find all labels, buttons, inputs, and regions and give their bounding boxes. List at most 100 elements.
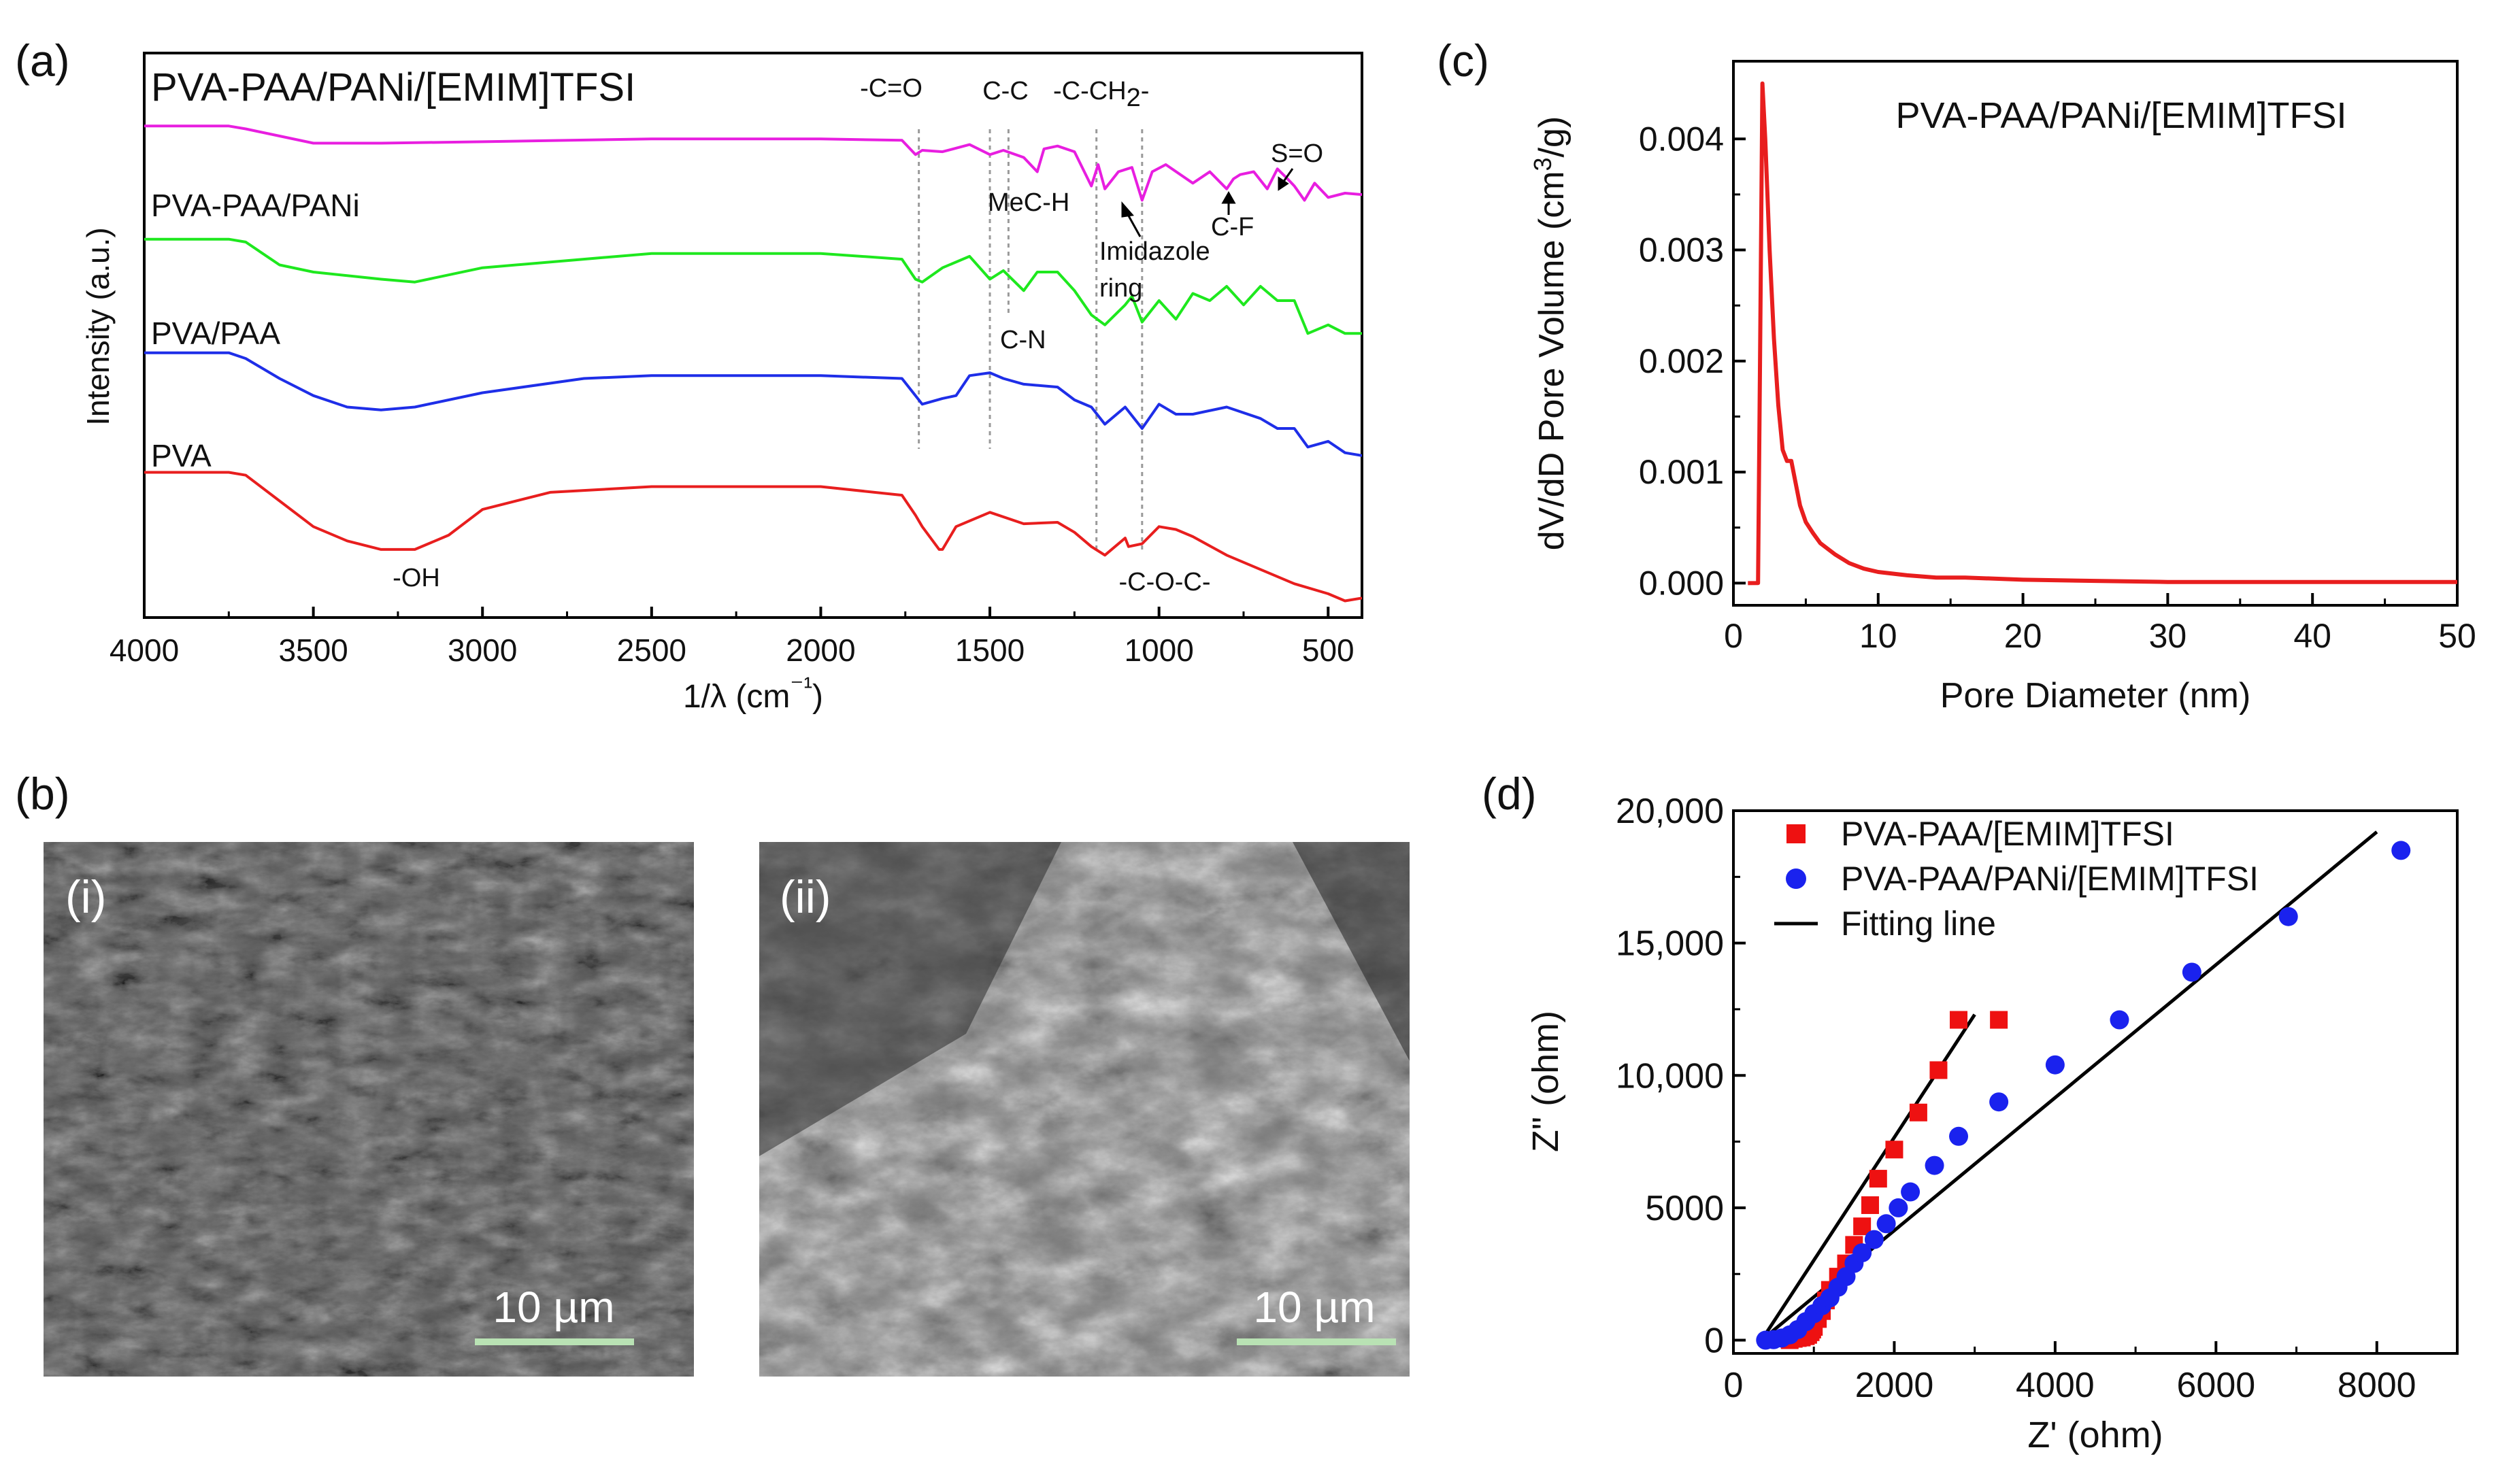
nyquist-legend: PVA-PAA/[EMIM]TFSI PVA-PAA/PANi/[EMIM]TFS… [1774, 815, 2259, 943]
panel-a-label: (a) [15, 35, 70, 86]
pore-y-tick-label-0-004: 0.004 [1639, 120, 1724, 158]
nyquist-x-tick-label-2000: 2000 [1855, 1366, 1934, 1405]
ftir-x-axis-label: 1/λ (cm⁻¹) [683, 673, 823, 715]
pore-y-tick-label-0-000: 0.000 [1639, 564, 1724, 602]
pore-x-tick-label-0: 0 [1724, 617, 1743, 655]
ftir-series-label-pva: PVA [151, 438, 212, 473]
annotation-cc: C-C [982, 77, 1029, 105]
nyquist-x-tick-label-0: 0 [1724, 1366, 1744, 1405]
pore-y-label-sup: 3 [1529, 157, 1557, 171]
annotation-coc: -C-O-C- [1118, 568, 1210, 596]
annotation-oh: -OH [393, 564, 440, 592]
sem-image-ii-label: (ii) [780, 871, 831, 923]
pore-y-ticks: 0.000 0.001 0.002 0.003 0.004 [1639, 120, 1746, 602]
nyquist-point-pva-paa-pani-emim-tfsi [2110, 1010, 2129, 1030]
ftir-series-labels: PVA-PAA/PANi/[EMIM]TFSI PVA-PAA/PANi PVA/P… [151, 65, 635, 473]
nyquist-point-pva-paa-pani-emim-tfsi [2278, 907, 2298, 926]
ftir-x-tick-label-1000: 1000 [1124, 633, 1193, 668]
nyquist-x-tick-label-8000: 8000 [2338, 1366, 2416, 1405]
annotation-cn: C-N [1000, 326, 1046, 354]
nyquist-point-pva-paa-emim-tfsi [1869, 1170, 1887, 1188]
nyquist-point-pva-paa-pani-emim-tfsi [1925, 1156, 1944, 1175]
ftir-series-label-pva-paa-pani: PVA-PAA/PANi [151, 188, 360, 223]
nyquist-point-pva-paa-pani-emim-tfsi [2391, 841, 2411, 860]
annotation-imidazole: Imidazole [1099, 237, 1210, 266]
sem-image-ii-dark-corner [1293, 842, 1410, 1061]
pore-x-tick-label-30: 30 [2149, 617, 2187, 655]
panel-c-label: (c) [1437, 35, 1489, 86]
arrow-so-head [1278, 176, 1289, 191]
ftir-reference-lines [918, 129, 1144, 551]
nyquist-legend-label-pva-paa-emim-tfsi: PVA-PAA/[EMIM]TFSI [1841, 815, 2174, 853]
ftir-line-pva [144, 471, 1362, 603]
ftir-x-label-tail: ) [812, 679, 823, 715]
sem-image-ii-scale-text: 10 µm [1253, 1283, 1375, 1332]
annotation-cch2-tail: - [1141, 77, 1150, 105]
ftir-x-tick-label-3500: 3500 [278, 633, 348, 668]
nyquist-legend-swatch-pva-paa-emim-tfsi [1786, 824, 1806, 843]
ftir-line-pva-paa-pani-emim-tfsi [144, 124, 1362, 202]
ftir-annotation-arrows [1121, 168, 1294, 237]
pore-x-axis-label: Pore Diameter (nm) [1940, 676, 2251, 715]
nyquist-point-pva-paa-pani-emim-tfsi [1949, 1126, 1969, 1146]
panel-d-label: (d) [1482, 769, 1537, 819]
nyquist-point-pva-paa-emim-tfsi [1909, 1103, 1927, 1122]
arrow-imidazole-head [1121, 201, 1134, 218]
ftir-annotations: -C=O C-C -C-CH2- MeC-H Imidazole ring C-… [393, 74, 1323, 596]
ftir-x-tick-label-500: 500 [1302, 633, 1354, 668]
sem-image-i-label: (i) [65, 871, 106, 923]
ftir-x-label-main: 1/λ (cm [683, 679, 790, 715]
nyquist-point-pva-paa-emim-tfsi [1861, 1196, 1879, 1215]
ftir-x-label-sup: ⁻¹ [790, 673, 812, 701]
annotation-carbonyl: -C=O [860, 74, 922, 103]
pore-x-tick-label-10: 10 [1859, 617, 1897, 655]
annotation-cch2-base: -C-CH [1053, 77, 1127, 105]
pore-y-axis-label: dV/dD Pore Volume (cm3/g) [1529, 116, 1572, 551]
sem-image-i-scale-bar [475, 1338, 634, 1345]
sem-image-i-scale-text: 10 µm [493, 1283, 614, 1332]
ftir-line-pva-paa [144, 351, 1362, 457]
pore-chart-title: PVA-PAA/PANi/[EMIM]TFSI [1895, 95, 2346, 136]
arrow-cf-head [1221, 190, 1236, 204]
nyquist-x-axis-label: Z' (ohm) [2027, 1415, 2163, 1455]
nyquist-point-pva-paa-pani-emim-tfsi [2182, 962, 2201, 982]
sem-images: (i) 10 µm (ii) 10 µm [44, 842, 1410, 1377]
nyquist-legend-swatch-pva-paa-pani-emim-tfsi [1786, 869, 1806, 889]
nyquist-y-tick-label-0: 0 [1704, 1321, 1724, 1361]
nyquist-point-pva-paa-emim-tfsi [1929, 1061, 1948, 1079]
pore-x-tick-label-40: 40 [2293, 617, 2331, 655]
nyquist-point-pva-paa-pani-emim-tfsi [1989, 1092, 2009, 1112]
nyquist-x-tick-label-4000: 4000 [2016, 1366, 2095, 1405]
nyquist-chart: 0 2000 4000 6000 8000 0 5000 10,000 15,000 20,00… [1525, 792, 2459, 1455]
nyquist-point-pva-paa-pani-emim-tfsi [1852, 1243, 1872, 1263]
pore-plot-frame [1732, 60, 2459, 607]
nyquist-point-pva-paa-emim-tfsi [1990, 1011, 2008, 1029]
panel-b-label: (b) [15, 769, 70, 819]
pore-line-pva-paa-pani-emim-tfsi [1748, 81, 2457, 586]
annotation-mech: MeC-H [988, 188, 1069, 217]
annotation-ring: ring [1099, 274, 1142, 303]
ftir-chart: 4000 3500 3000 2500 2000 1500 1000 500 PVA-PAA/… [80, 52, 1363, 715]
nyquist-legend-label-pva-paa-pani-emim-tfsi: PVA-PAA/PANi/[EMIM]TFSI [1841, 860, 2259, 898]
sem-image-i-shade [44, 842, 694, 1377]
pore-series [1748, 81, 2457, 586]
pore-chart: 0 10 20 30 40 50 0.000 0.001 0.002 0.003 0.004 PV… [1529, 60, 2476, 715]
sem-image-ii-dark-region [759, 842, 1061, 1156]
nyquist-point-pva-paa-pani-emim-tfsi [1901, 1182, 1921, 1202]
pore-y-label-tail: /g) [1532, 116, 1572, 158]
nyquist-legend-label-fitting-line: Fitting line [1841, 905, 1996, 943]
annotation-cch2: -C-CH2- [1053, 77, 1149, 112]
ftir-y-axis-label: Intensity (a.u.) [80, 227, 116, 425]
nyquist-y-axis-label: Z" (ohm) [1525, 1011, 1566, 1152]
ftir-x-tick-label-2500: 2500 [617, 633, 686, 668]
sem-image-i-texture [44, 842, 694, 1377]
nyquist-y-tick-label-10-000: 10,000 [1616, 1056, 1724, 1096]
pore-y-label-main: dV/dD Pore Volume (cm [1532, 171, 1572, 550]
sem-image-i: (i) 10 µm [44, 842, 694, 1377]
pore-x-ticks: 0 10 20 30 40 50 [1724, 593, 2476, 655]
ftir-x-tick-label-3000: 3000 [448, 633, 517, 668]
nyquist-y-tick-label-5000: 5000 [1645, 1189, 1724, 1228]
annotation-so: S=O [1271, 139, 1323, 168]
nyquist-point-pva-paa-pani-emim-tfsi [1864, 1230, 1884, 1249]
arrow-so [1282, 168, 1294, 183]
